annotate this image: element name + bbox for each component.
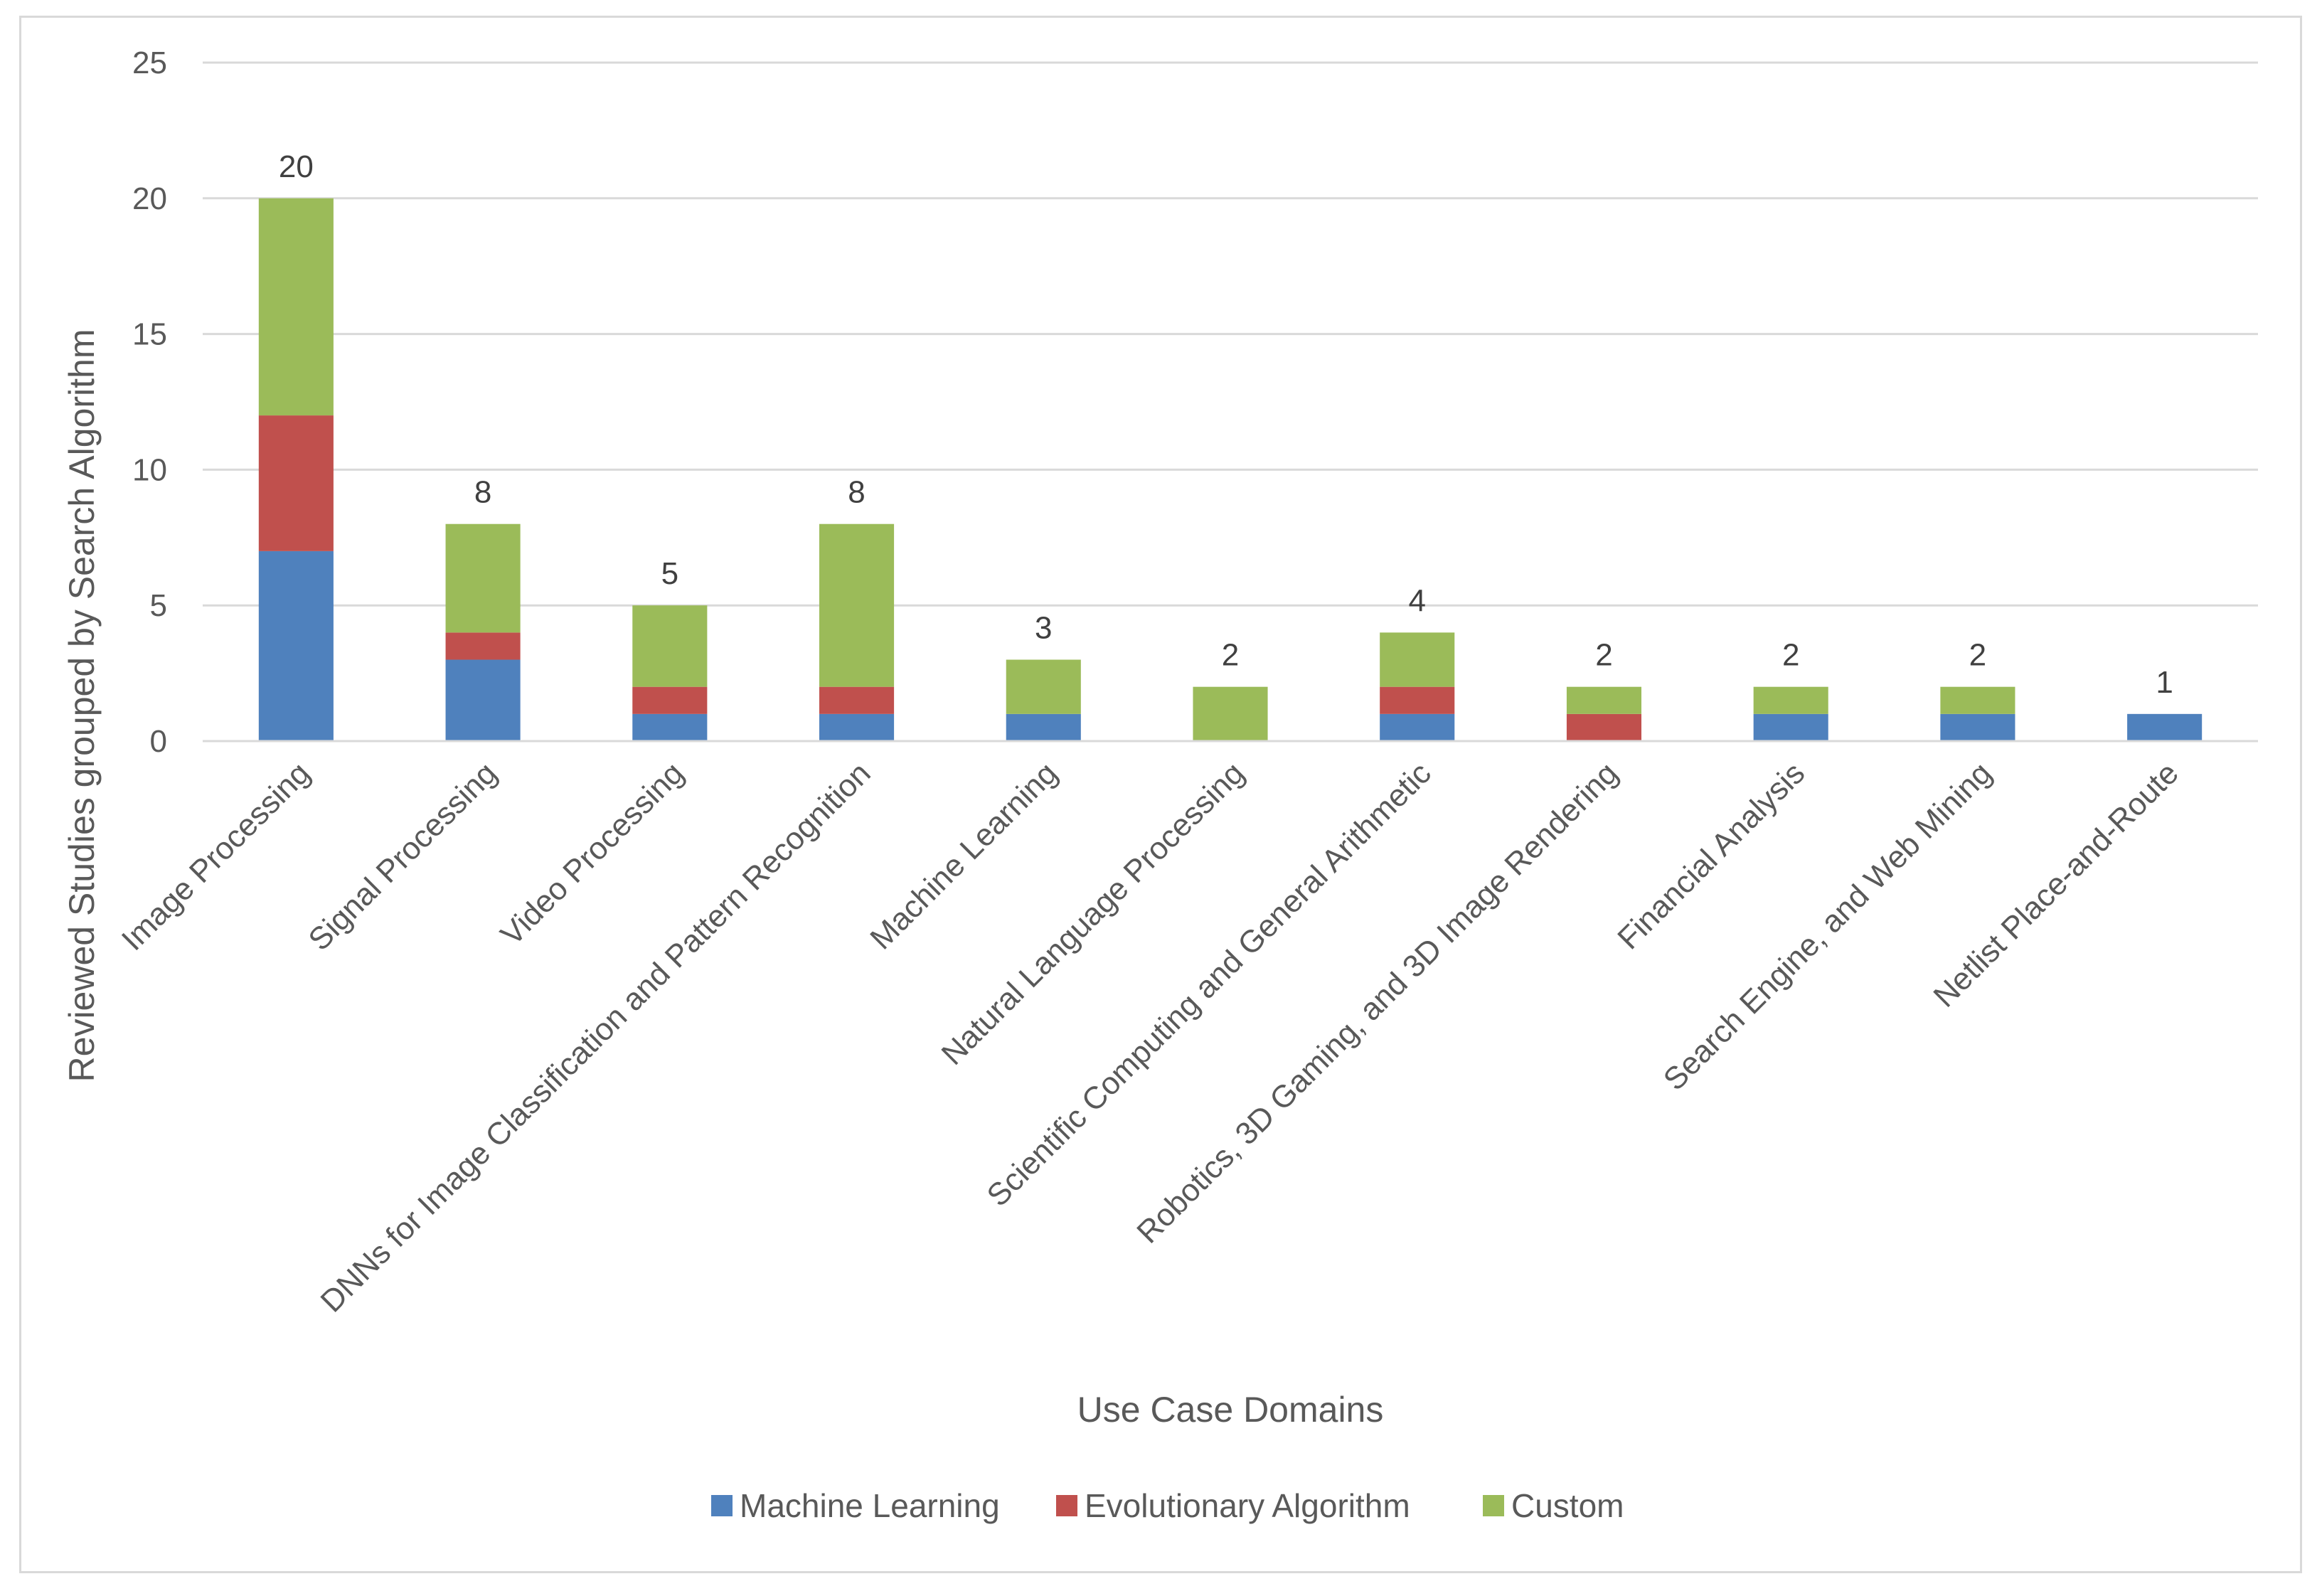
bar-segment bbox=[819, 713, 895, 741]
bar-segment bbox=[819, 686, 895, 714]
bar-segment bbox=[632, 686, 708, 714]
bar-segment bbox=[2127, 713, 2203, 741]
legend-item: Custom bbox=[1483, 1487, 1624, 1524]
x-category-label: Scientific Computing and General Arithme… bbox=[980, 755, 1437, 1213]
bar-segment bbox=[819, 523, 895, 687]
legend-label: Machine Learning bbox=[740, 1487, 1000, 1524]
total-data-label: 2 bbox=[1595, 638, 1612, 673]
bar-segment bbox=[1753, 686, 1828, 714]
total-data-label: 20 bbox=[279, 149, 314, 184]
y-tick-label: 15 bbox=[132, 317, 167, 352]
bar-segment bbox=[258, 198, 334, 416]
x-category-label: Machine Learning bbox=[863, 755, 1064, 956]
bar-segment bbox=[1566, 686, 1641, 714]
y-tick-label: 25 bbox=[132, 46, 167, 80]
legend-swatch bbox=[1483, 1495, 1504, 1516]
bar-segment bbox=[1380, 632, 1455, 687]
chart-frame bbox=[19, 16, 2302, 1573]
legend-item: Evolutionary Algorithm bbox=[1056, 1487, 1410, 1524]
bar-segment bbox=[445, 659, 521, 741]
total-data-label: 3 bbox=[1035, 611, 1052, 646]
x-category-label: Search Engine, and Web Mining bbox=[1657, 755, 1998, 1097]
bar-segment bbox=[1193, 686, 1268, 741]
total-data-label: 2 bbox=[1969, 638, 1986, 673]
bar-segment bbox=[445, 523, 521, 633]
bar-segment bbox=[1940, 713, 2015, 741]
legend: Machine Learning Evolutionary Algorithm Cu… bbox=[711, 1487, 1624, 1524]
bar-segment bbox=[1006, 659, 1081, 714]
total-data-label: 5 bbox=[661, 556, 678, 591]
bar-segment bbox=[632, 713, 708, 741]
bar-segment bbox=[1380, 713, 1455, 741]
total-data-label: 1 bbox=[2156, 665, 2173, 700]
x-category-label: Video Processing bbox=[494, 755, 691, 952]
x-category-label: Natural Language Processing bbox=[934, 755, 1251, 1072]
bar-segment bbox=[445, 632, 521, 660]
legend-label: Evolutionary Algorithm bbox=[1085, 1487, 1410, 1524]
legend-label: Custom bbox=[1511, 1487, 1624, 1524]
bar-segment bbox=[1380, 686, 1455, 714]
y-axis-ticks: 0 5 10 15 20 25 bbox=[132, 46, 167, 759]
bar-segment bbox=[1006, 713, 1081, 741]
y-tick-label: 5 bbox=[150, 588, 167, 623]
x-category-label: Signal Processing bbox=[302, 755, 504, 957]
y-axis-title: Reviewed Studies grouped by Search Algor… bbox=[62, 329, 102, 1082]
total-data-label: 4 bbox=[1408, 583, 1425, 618]
bar-segment bbox=[632, 605, 708, 687]
bars bbox=[203, 198, 2258, 743]
y-tick-label: 0 bbox=[150, 724, 167, 759]
legend-swatch bbox=[711, 1495, 733, 1516]
y-tick-label: 10 bbox=[132, 452, 167, 487]
data-labels: 20 8 5 8 3 2 4 2 2 2 1 bbox=[279, 149, 2173, 700]
y-tick-label: 20 bbox=[132, 181, 167, 216]
bar-segment bbox=[258, 550, 334, 741]
x-axis-title: Use Case Domains bbox=[1077, 1390, 1384, 1430]
x-category-label: Image Processing bbox=[115, 755, 317, 957]
x-category-label: Financial Analysis bbox=[1611, 755, 1811, 956]
legend-swatch bbox=[1056, 1495, 1077, 1516]
bar-segment bbox=[1566, 713, 1641, 741]
bar-segment bbox=[1753, 713, 1828, 741]
total-data-label: 8 bbox=[474, 475, 491, 510]
legend-item: Machine Learning bbox=[711, 1487, 1000, 1524]
bar-segment bbox=[1940, 686, 2015, 714]
bar-segment bbox=[258, 415, 334, 551]
total-data-label: 2 bbox=[1782, 638, 1799, 673]
total-data-label: 2 bbox=[1222, 638, 1239, 673]
total-data-label: 8 bbox=[848, 475, 865, 510]
